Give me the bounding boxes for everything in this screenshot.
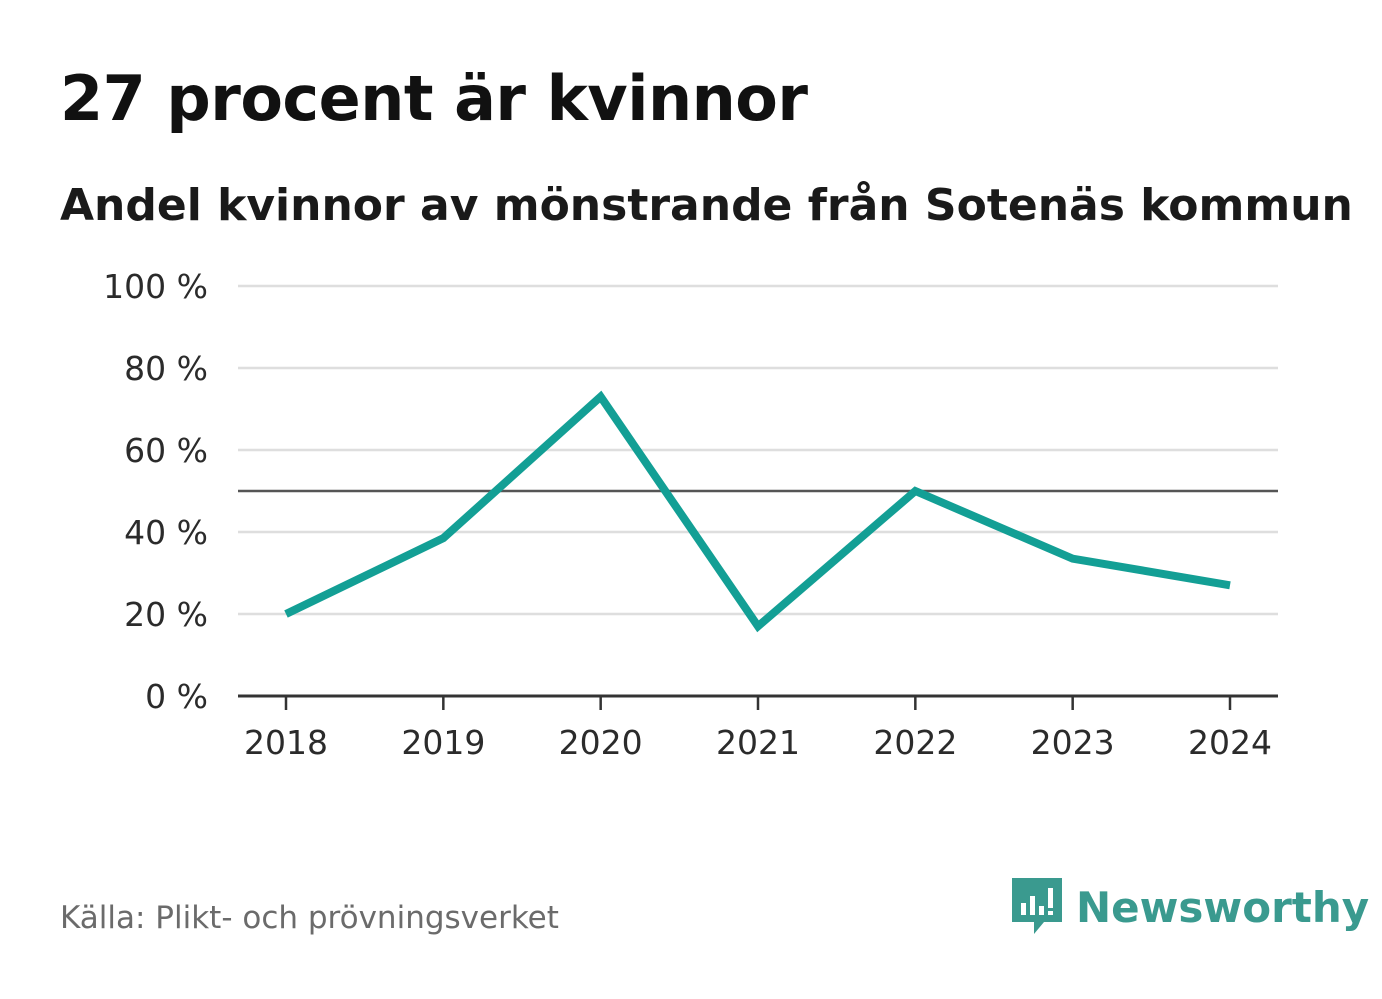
y-tick-label: 20 % — [124, 595, 208, 634]
x-tick-label: 2024 — [1188, 723, 1272, 762]
y-tick-label: 80 % — [124, 349, 208, 388]
x-tick-label: 2020 — [559, 723, 643, 762]
source-note: Källa: Plikt- och prövningsverket — [60, 900, 559, 936]
y-tick-label: 60 % — [124, 431, 208, 470]
y-tick-label: 40 % — [124, 513, 208, 552]
y-tick-label: 100 % — [103, 267, 208, 306]
newsworthy-logo-icon — [1012, 878, 1062, 934]
chart-title: 27 procent är kvinnor — [60, 62, 808, 135]
x-tick-label: 2019 — [401, 723, 485, 762]
x-tick-label: 2023 — [1031, 723, 1115, 762]
x-tick-label: 2018 — [244, 723, 328, 762]
brand-name: Newsworthy — [1076, 882, 1370, 932]
x-tick-label: 2022 — [873, 723, 957, 762]
y-tick-label: 0 % — [145, 677, 208, 716]
chart-subtitle: Andel kvinnor av mönstrande från Sotenäs… — [60, 180, 1353, 231]
x-tick-label: 2021 — [716, 723, 800, 762]
brand-logo: Newsworthy — [1010, 876, 1369, 938]
series-line — [284, 390, 1231, 633]
